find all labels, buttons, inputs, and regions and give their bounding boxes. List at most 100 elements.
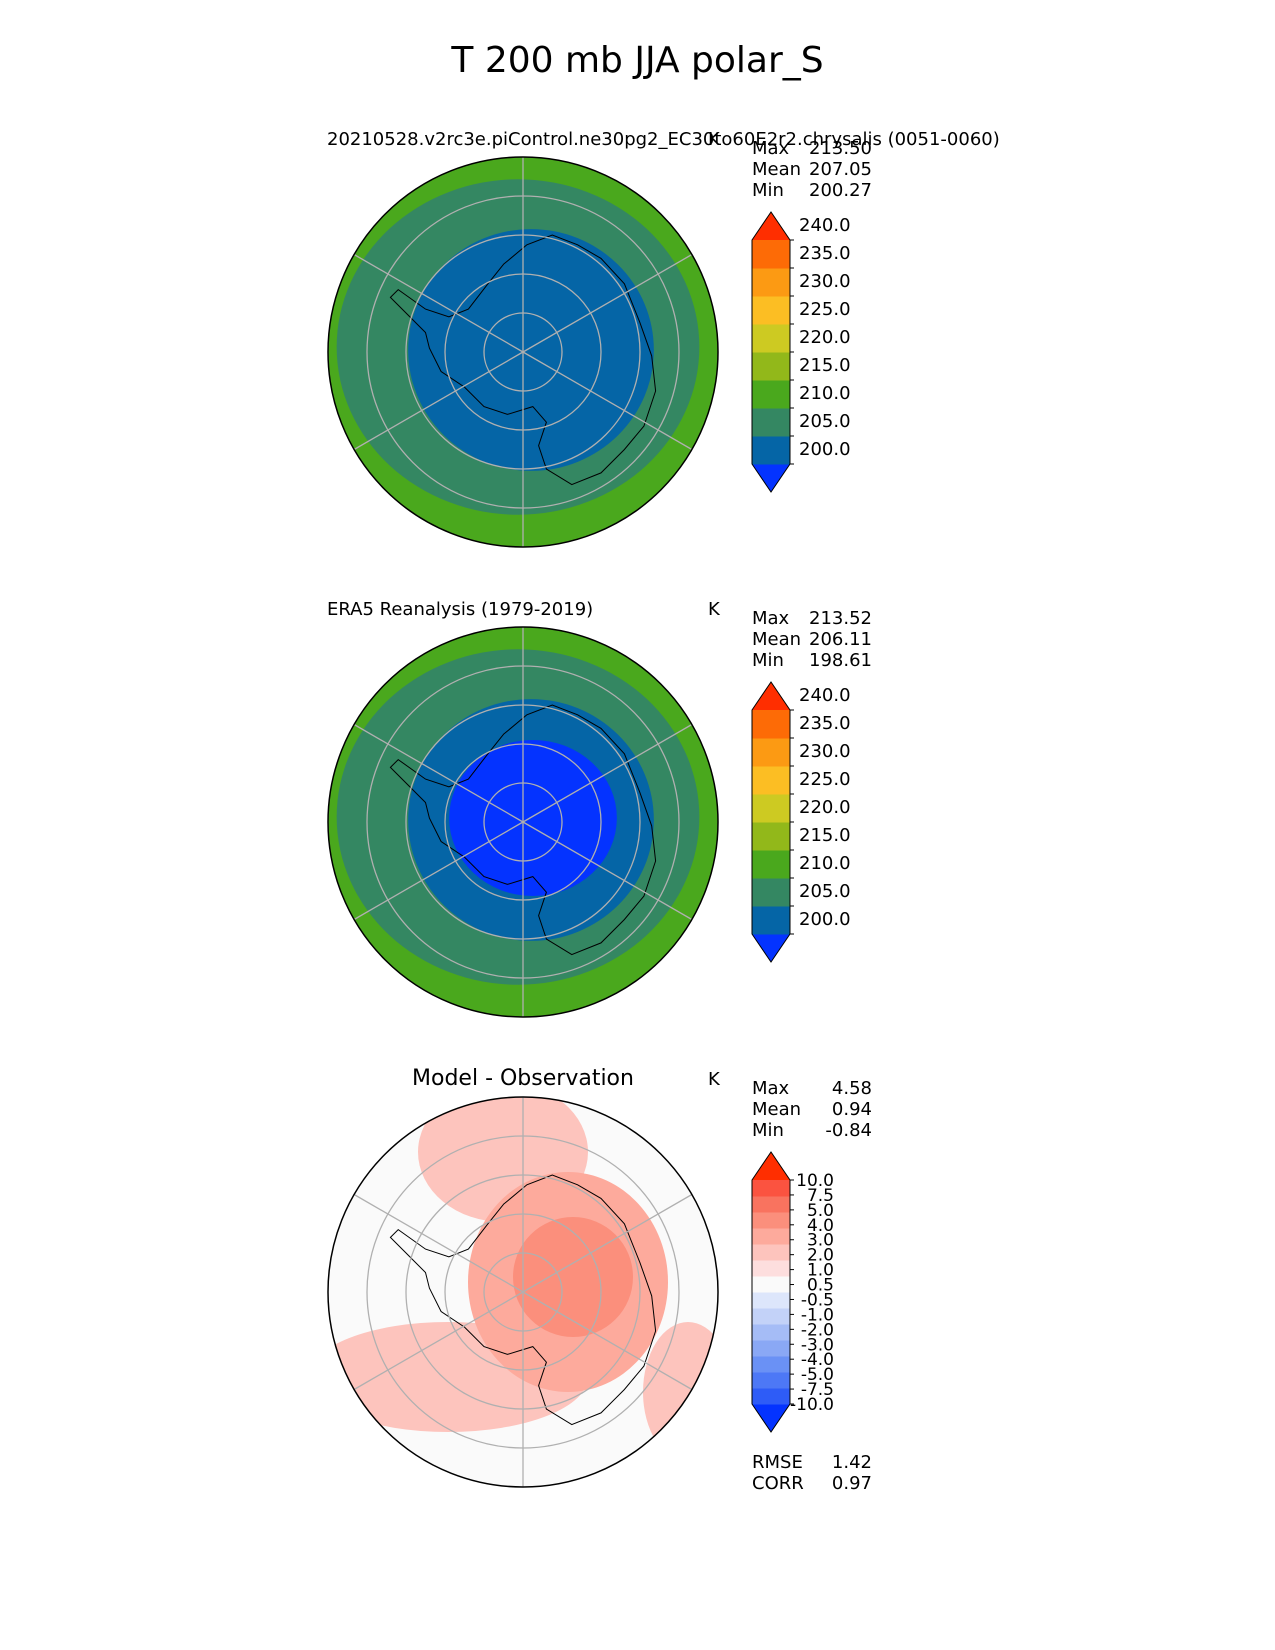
colorbar-segment	[752, 766, 790, 795]
stat-label-mean: Mean	[752, 629, 801, 650]
colorbar-segment	[752, 1244, 790, 1261]
colorbar-segment	[752, 878, 790, 907]
metric-value-corr: 0.97	[832, 1473, 872, 1494]
field-polar-cold	[449, 740, 617, 896]
colorbar-extend-max	[752, 212, 790, 240]
stat-label-mean: Mean	[752, 1099, 801, 1120]
colorbar-extend-min	[752, 934, 790, 962]
colorbar-segment	[752, 296, 790, 325]
colorbar-tick-label: 220.0	[799, 327, 851, 348]
longitude-gridline	[522, 1291, 693, 1391]
longitude-gridline	[353, 1291, 524, 1391]
stat-value-mean: 0.94	[832, 1099, 872, 1120]
longitude-gridline	[353, 821, 524, 921]
colorbar-extend-min	[752, 464, 790, 492]
colorbar-tick-label: 215.0	[799, 825, 851, 846]
stat-value-max: 213.52	[809, 608, 872, 629]
colorbar-tick-label: -0.5	[801, 1290, 834, 1310]
longitude-gridline	[522, 723, 693, 823]
colorbar-segment	[752, 710, 790, 739]
colorbar-tick-label: 4.0	[807, 1216, 834, 1236]
longitude-gridline	[353, 1193, 524, 1293]
colorbar-tick-label: 210.0	[799, 383, 851, 404]
colorbar-segment	[752, 240, 790, 269]
units-label: K	[708, 1069, 721, 1090]
panel-title: ERA5 Reanalysis (1979-2019)	[327, 599, 593, 620]
map-panel-2: ERA5 Reanalysis (1979-2019) K Max 213.52 Mea…	[327, 599, 872, 1018]
colorbar-segment	[752, 850, 790, 879]
metric-label-rmse: RMSE	[752, 1452, 803, 1473]
colorbar-segment	[752, 906, 790, 935]
colorbar-tick-label: 240.0	[799, 685, 851, 706]
colorbar-segment	[752, 1388, 790, 1405]
field-inner-core	[408, 229, 654, 471]
longitude-gridline	[522, 253, 693, 353]
colorbar-tick-label: 1.0	[807, 1261, 834, 1281]
units-label: K	[708, 129, 721, 150]
colorbar-segment	[752, 794, 790, 823]
panel-title: Model - Observation	[412, 1066, 634, 1091]
stat-value-max: 213.50	[809, 138, 872, 159]
stat-value-mean: 206.11	[809, 629, 872, 650]
colorbar-tick-label: 220.0	[799, 797, 851, 818]
longitude-gridline	[522, 1193, 693, 1293]
colorbar-tick-label: 5.0	[807, 1201, 834, 1221]
colorbar-segment	[752, 1292, 790, 1309]
colorbar-segment	[752, 738, 790, 767]
colorbar-tick-label: 10.0	[796, 1171, 834, 1191]
stat-label-min: Min	[752, 1120, 784, 1141]
colorbar-tick-label: 240.0	[799, 215, 851, 236]
colorbar-segment	[752, 436, 790, 465]
longitude-gridline	[353, 253, 524, 353]
map-boundary	[327, 156, 719, 548]
colorbar-segment	[752, 1324, 790, 1341]
stat-label-max: Max	[752, 138, 790, 159]
colorbar-tick-label: 2.0	[807, 1246, 834, 1266]
colorbar-segment	[752, 1372, 790, 1389]
colorbar: 10.07.55.04.03.02.01.00.5-0.5-1.0-2.0-3.…	[751, 1151, 834, 1433]
colorbar-tick-label: -7.5	[801, 1380, 834, 1400]
antarctica-coastline	[389, 234, 657, 486]
metric-label-corr: CORR	[752, 1473, 804, 1494]
colorbar-extend-min	[752, 1404, 790, 1432]
longitude-gridline	[353, 723, 524, 823]
colorbar-tick-label: 205.0	[799, 881, 851, 902]
colorbar-segment	[752, 380, 790, 409]
colorbar-extend-max	[752, 682, 790, 710]
colorbar-tick-label: 210.0	[799, 853, 851, 874]
field-layer	[328, 1097, 718, 1487]
colorbar-segment	[752, 1308, 790, 1325]
map-panel-3: Model - Observation K Max 4.58 Mean 0.94 Min -0…	[327, 1066, 872, 1494]
colorbar-tick-label: 230.0	[799, 741, 851, 762]
colorbar-tick-label: -2.0	[801, 1320, 834, 1340]
colorbar-segment	[752, 1276, 790, 1293]
colorbar-tick-label: 235.0	[799, 243, 851, 264]
longitude-gridline	[522, 351, 693, 451]
stat-value-min: -0.84	[825, 1120, 872, 1141]
colorbar-segment	[752, 1260, 790, 1277]
map-boundary	[327, 1096, 719, 1488]
map-panel-1: 20210528.v2rc3e.piControl.ne30pg2_EC30to…	[327, 129, 1000, 548]
colorbar-segment	[752, 408, 790, 437]
stat-label-max: Max	[752, 1078, 790, 1099]
colorbar-extend-max	[752, 1152, 790, 1180]
stat-label-min: Min	[752, 180, 784, 201]
colorbar-segment	[752, 1180, 790, 1197]
stat-label-mean: Mean	[752, 159, 801, 180]
figure-title: T 200 mb JJA polar_S	[451, 40, 824, 81]
colorbar-tick-label: 3.0	[807, 1231, 834, 1251]
colorbar-segment	[752, 268, 790, 297]
colorbar-tick-label: -5.0	[801, 1365, 834, 1385]
colorbar-segment	[752, 1212, 790, 1229]
field-positive-anomaly	[513, 1217, 633, 1337]
colorbar-tick-label: 7.5	[807, 1186, 834, 1206]
colorbar-tick-label: -1.0	[801, 1305, 834, 1325]
colorbar: 240.0 235.0 230.0 225.0 220.0 215.0 210.0 205.0…	[751, 681, 851, 963]
colorbar-segment	[752, 822, 790, 851]
colorbar-tick-label: -10.0	[790, 1395, 834, 1415]
stat-value-max: 4.58	[832, 1078, 872, 1099]
colorbar-tick-label: 235.0	[799, 713, 851, 734]
colorbar-segment	[752, 324, 790, 353]
colorbar-segment	[752, 1340, 790, 1357]
